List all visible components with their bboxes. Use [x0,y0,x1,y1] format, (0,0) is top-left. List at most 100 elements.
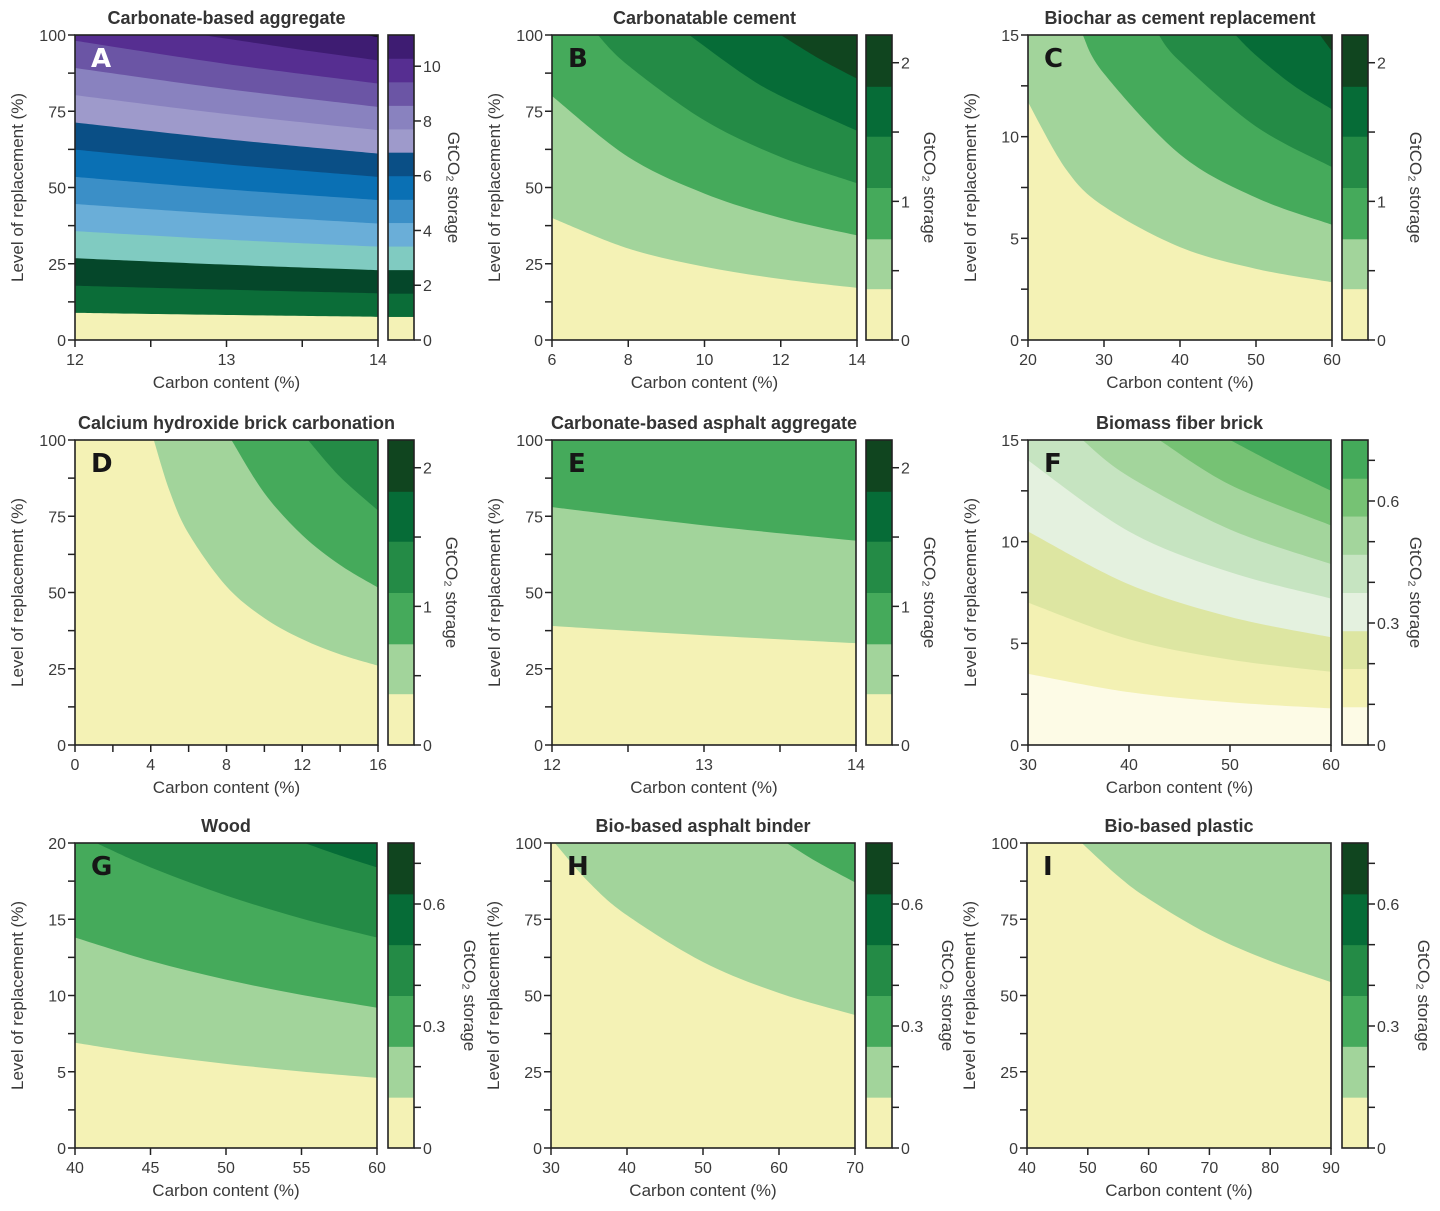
x-tick-label: 13 [218,352,236,369]
colorbar-tick-label: 0 [901,1141,910,1158]
y-tick-label: 75 [525,104,543,121]
y-tick-label: 25 [524,1065,542,1082]
y-tick-label: 0 [533,1141,542,1158]
colorbar-band [388,199,414,224]
colorbar-tick-label: 2 [423,278,432,295]
colorbar-tick-label: 2 [901,461,910,478]
panel-letter: F [1044,449,1062,479]
y-tick-label: 100 [516,433,543,450]
y-tick-label: 0 [534,738,543,755]
x-tick-label: 40 [1120,757,1138,774]
colorbar: 0 0.3 0.6 GtCO₂ storage [387,842,479,1158]
x-tick-label: 12 [772,352,790,369]
y-tick-label: 75 [48,104,66,121]
x-tick-label: 13 [695,757,713,774]
x-tick-label: 8 [222,757,231,774]
colorbar-band [388,152,414,177]
colorbar-title: GtCO₂ storage [1406,132,1425,243]
colorbar-band [866,238,892,290]
panel-letter: A [91,44,111,74]
y-tick-label: 25 [525,662,543,679]
colorbar-band [866,187,892,240]
colorbar-band [388,316,414,341]
colorbar-band [866,893,892,946]
x-axis-title: Carbon content (%) [1106,778,1253,797]
colorbar-band [866,843,892,895]
colorbar-band [1342,136,1368,188]
colorbar-band [1342,630,1368,670]
colorbar-tick-label: 0 [423,738,432,755]
x-tick-label: 50 [1247,352,1265,369]
colorbar-band [866,541,892,593]
colorbar-tick-label: 0.3 [1377,616,1399,633]
y-axis-title: Level of replacement (%) [8,498,27,687]
colorbar-frame [387,439,415,746]
contour-plot-area [552,35,857,340]
colorbar-band [388,944,414,996]
y-tick-label: 5 [1010,231,1019,248]
colorbar-band [866,136,892,188]
contour-band-12 [75,35,378,61]
colorbar-tick-label: 0.3 [423,1019,445,1036]
panel-title: Bio-based asphalt binder [595,816,810,836]
colorbar-band [388,541,414,593]
colorbar-band [1342,35,1368,87]
colorbar-band [388,843,414,895]
y-axis-title: Level of replacement (%) [8,93,27,282]
colorbar-band [1342,592,1368,632]
y-tick-label: 100 [516,28,543,45]
x-tick-label: 10 [696,352,714,369]
colorbar-band [388,1097,414,1149]
y-tick-label: 75 [1000,912,1018,929]
colorbar-band [1342,706,1368,746]
y-tick-label: 100 [991,836,1018,853]
colorbar-band [866,1097,892,1149]
y-tick-label: 25 [48,257,66,274]
y-axis-title: Level of replacement (%) [484,901,503,1090]
contour-plot-area [1027,843,1331,1148]
colorbar: 0 0.3 0.6 GtCO₂ storage [865,842,957,1158]
contour-band-4 [75,843,377,868]
colorbar-tick-label: 0.3 [901,1019,923,1036]
colorbar-title: GtCO₂ storage [1414,940,1433,1051]
x-axis-title: Carbon content (%) [631,373,778,392]
x-tick-label: 0 [71,757,80,774]
colorbar-tick-label: 0 [1377,1141,1386,1158]
panel-title: Carbonate-based aggregate [107,8,345,28]
colorbar-title: GtCO₂ storage [1406,537,1425,648]
y-axis-title: Level of replacement (%) [485,498,504,687]
contour-band-2 [75,440,378,588]
x-tick-label: 60 [770,1160,788,1177]
x-tick-label: 60 [368,1160,386,1177]
colorbar-band [388,592,414,645]
y-axis-title: Level of replacement (%) [961,93,980,282]
colorbar: 0 0.3 0.6 GtCO₂ storage [1341,842,1433,1158]
colorbar-band [1342,893,1368,946]
x-axis-title: Carbon content (%) [1105,1181,1252,1200]
panel-d: D Calcium hydroxide brick carbonation 0 4 8 1… [8,413,461,797]
x-tick-label: 90 [1322,1160,1340,1177]
panel-letter: B [568,44,588,74]
y-tick-label: 15 [48,912,66,929]
colorbar-tick-label: 0 [423,1141,432,1158]
y-tick-label: 15 [1001,28,1019,45]
colorbar-tick-label: 1 [1377,194,1386,211]
contour-band-5 [552,35,857,79]
colorbar-band [1342,944,1368,996]
x-tick-label: 60 [1140,1160,1158,1177]
colorbar-band [1342,187,1368,240]
colorbar-frame [865,34,893,341]
colorbar-frame [1341,439,1369,746]
contour-band-1 [1027,843,1331,983]
colorbar-band [1342,478,1368,517]
colorbar-band [1342,516,1368,555]
colorbar-tick-label: 8 [423,114,432,131]
colorbar-band [388,269,414,294]
colorbar-frame [865,842,893,1149]
contour-band-7 [1028,440,1331,491]
colorbar-band [1342,995,1368,1047]
x-tick-label: 70 [1201,1160,1219,1177]
colorbar-band [1342,1097,1368,1149]
colorbar-band [388,693,414,746]
